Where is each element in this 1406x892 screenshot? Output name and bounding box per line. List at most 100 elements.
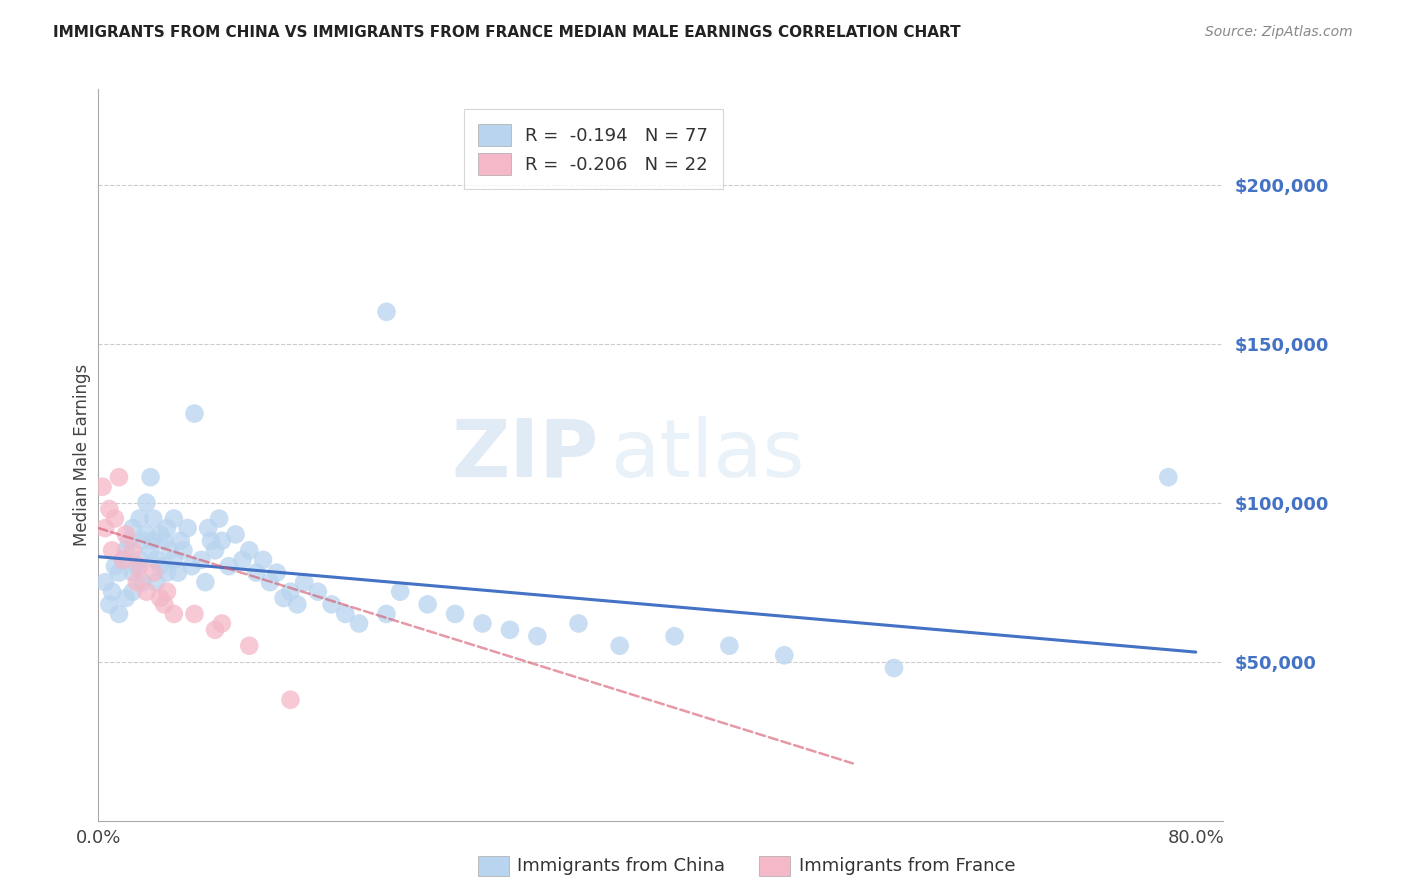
Point bbox=[131, 575, 153, 590]
Point bbox=[176, 521, 198, 535]
Point bbox=[285, 598, 308, 612]
Point bbox=[163, 511, 186, 525]
Point bbox=[208, 511, 231, 525]
Point bbox=[135, 495, 157, 509]
Point bbox=[145, 553, 167, 567]
Point bbox=[307, 584, 329, 599]
Point bbox=[139, 470, 162, 484]
Point bbox=[149, 591, 172, 605]
Text: Source: ZipAtlas.com: Source: ZipAtlas.com bbox=[1205, 25, 1353, 39]
Point bbox=[218, 559, 240, 574]
Point bbox=[375, 607, 398, 621]
Point bbox=[259, 575, 281, 590]
Point bbox=[142, 511, 165, 525]
Point bbox=[112, 553, 135, 567]
Point bbox=[718, 639, 741, 653]
Point bbox=[112, 553, 135, 567]
Point bbox=[773, 648, 796, 663]
Point bbox=[128, 511, 150, 525]
Point bbox=[183, 607, 205, 621]
Point bbox=[153, 533, 176, 548]
Point bbox=[156, 566, 179, 580]
Point bbox=[131, 533, 153, 548]
Point bbox=[266, 566, 288, 580]
Point bbox=[167, 566, 190, 580]
Point bbox=[471, 616, 494, 631]
Point bbox=[172, 543, 194, 558]
Point bbox=[149, 527, 172, 541]
Point bbox=[197, 521, 219, 535]
Point bbox=[526, 629, 548, 643]
Point bbox=[153, 598, 176, 612]
Point bbox=[142, 566, 165, 580]
Point bbox=[183, 407, 205, 421]
Point bbox=[115, 543, 138, 558]
Point bbox=[145, 575, 167, 590]
Point bbox=[163, 553, 186, 567]
Point bbox=[121, 584, 143, 599]
Point bbox=[135, 527, 157, 541]
Point bbox=[664, 629, 686, 643]
Point bbox=[225, 527, 247, 541]
Text: Immigrants from France: Immigrants from France bbox=[799, 857, 1015, 875]
Point bbox=[163, 607, 186, 621]
Point bbox=[238, 543, 260, 558]
Point bbox=[883, 661, 905, 675]
Point bbox=[125, 559, 148, 574]
Text: ZIP: ZIP bbox=[451, 416, 599, 494]
Point bbox=[98, 502, 121, 516]
Point bbox=[321, 598, 343, 612]
Point bbox=[149, 559, 172, 574]
Point bbox=[245, 566, 267, 580]
Point bbox=[159, 543, 181, 558]
Legend: R =  -0.194   N = 77, R =  -0.206   N = 22: R = -0.194 N = 77, R = -0.206 N = 22 bbox=[464, 109, 723, 189]
Point bbox=[180, 559, 202, 574]
Point bbox=[128, 559, 150, 574]
Point bbox=[104, 511, 127, 525]
Point bbox=[94, 575, 117, 590]
Point bbox=[121, 521, 143, 535]
Point bbox=[335, 607, 357, 621]
Point bbox=[170, 533, 193, 548]
Point bbox=[567, 616, 589, 631]
Point bbox=[156, 584, 179, 599]
Point bbox=[101, 584, 124, 599]
Point bbox=[238, 639, 260, 653]
Point bbox=[1157, 470, 1180, 484]
Text: Immigrants from China: Immigrants from China bbox=[517, 857, 725, 875]
Point bbox=[108, 607, 131, 621]
Point bbox=[211, 616, 233, 631]
Point bbox=[444, 607, 467, 621]
Point bbox=[108, 470, 131, 484]
Point bbox=[108, 566, 131, 580]
Point bbox=[121, 543, 143, 558]
Text: IMMIGRANTS FROM CHINA VS IMMIGRANTS FROM FRANCE MEDIAN MALE EARNINGS CORRELATION: IMMIGRANTS FROM CHINA VS IMMIGRANTS FROM… bbox=[53, 25, 962, 40]
Y-axis label: Median Male Earnings: Median Male Earnings bbox=[73, 364, 91, 546]
Point bbox=[389, 584, 412, 599]
Point bbox=[231, 553, 253, 567]
Point bbox=[609, 639, 631, 653]
Point bbox=[200, 533, 222, 548]
Point bbox=[156, 521, 179, 535]
Point bbox=[211, 533, 233, 548]
Point bbox=[273, 591, 295, 605]
Point bbox=[128, 553, 150, 567]
Point bbox=[194, 575, 217, 590]
Point bbox=[292, 575, 315, 590]
Point bbox=[375, 305, 398, 319]
Point bbox=[115, 527, 138, 541]
Point bbox=[142, 533, 165, 548]
Point bbox=[204, 623, 226, 637]
Point bbox=[94, 521, 117, 535]
Point bbox=[499, 623, 522, 637]
Point bbox=[280, 693, 302, 707]
Point bbox=[280, 584, 302, 599]
Point bbox=[190, 553, 212, 567]
Point bbox=[115, 591, 138, 605]
Point bbox=[347, 616, 370, 631]
Text: atlas: atlas bbox=[610, 416, 804, 494]
Point bbox=[135, 584, 157, 599]
Point bbox=[117, 533, 139, 548]
Point bbox=[125, 575, 148, 590]
Point bbox=[204, 543, 226, 558]
